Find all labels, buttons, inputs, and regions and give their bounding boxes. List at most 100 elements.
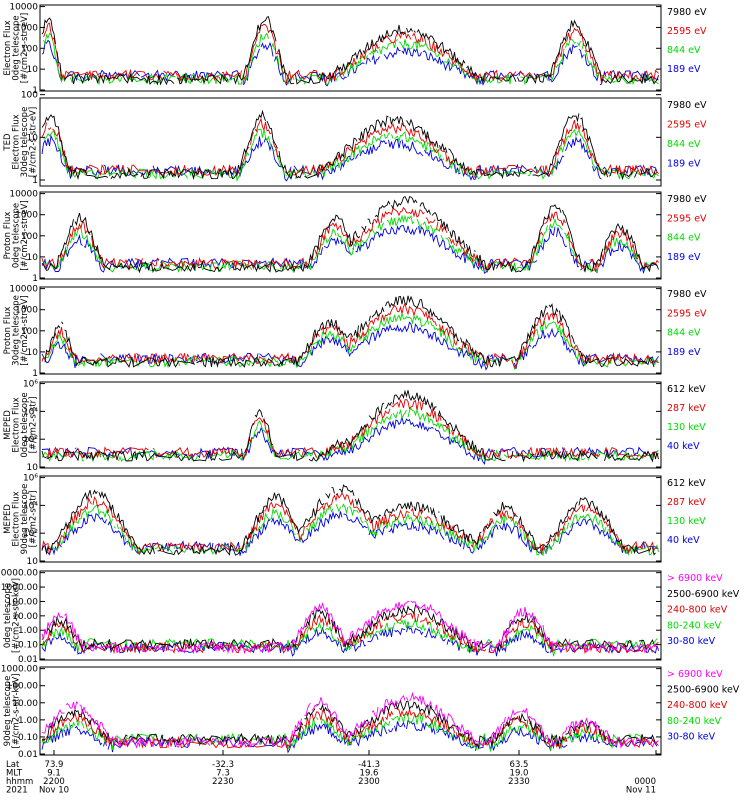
legend-entry: 2595 eV	[667, 120, 707, 131]
y-axis-label: 0deg telescope	[12, 15, 22, 80]
legend-entry: 189 eV	[667, 64, 701, 75]
footer-row-label: hhmm	[6, 777, 33, 787]
y-axis-label: [#/cm2-s-str-eV]	[29, 107, 39, 177]
y-tick-label: 1000	[15, 23, 38, 33]
y-axis-label: [#/cm2-s-str-eV]	[20, 295, 30, 365]
series-trace-blue	[41, 510, 659, 556]
legend-entry: 844 eV	[667, 139, 701, 150]
legend-entry: 189 eV	[667, 347, 701, 358]
y-tick-label: 10⁶	[23, 380, 38, 390]
y-tick-label: 10²	[23, 529, 38, 539]
y-tick-label: 10000	[9, 285, 38, 295]
footer-tick-value: 7.3	[216, 769, 230, 779]
legend-entry: 2500-6900 keV	[667, 685, 740, 696]
y-axis-label: TED	[3, 133, 13, 152]
legend-entry: 844 eV	[667, 233, 701, 244]
panel-frame	[39, 97, 662, 187]
y-axis-label: [#/cm2-s-str-eV]	[20, 13, 30, 83]
legend-entry: 287 keV	[667, 497, 706, 508]
series-trace-red	[43, 22, 659, 85]
y-tick-label: 10	[27, 65, 39, 75]
y-tick-label: 10²	[23, 435, 38, 445]
y-axis-label: 0deg telescope	[12, 203, 22, 268]
footer-row-label: 2021	[6, 786, 28, 796]
footer-tick-value: 19.6	[360, 769, 379, 779]
y-tick-label: 0.01	[18, 750, 38, 760]
y-tick-label: 1	[32, 86, 38, 96]
y-axis-label: Proton Flux	[3, 307, 13, 355]
y-tick-label: 1	[32, 176, 38, 186]
legend-entry: 7980 eV	[667, 100, 707, 111]
footer-row-label: MLT	[6, 769, 23, 779]
y-axis-label: 30deg telescope	[12, 295, 22, 366]
footer-tick-value: -41.3	[358, 760, 380, 770]
series-trace-magenta	[41, 600, 659, 655]
y-tick-label: 10	[27, 463, 39, 473]
y-axis-label: [#/cm2-s-str]	[29, 397, 39, 454]
y-axis-label: 90deg telescope	[20, 484, 30, 555]
y-tick-label: 10000	[9, 3, 38, 13]
footer-tick-value: Nov 10	[39, 786, 69, 796]
legend-entry: 80-240 keV	[667, 716, 722, 727]
series-trace-black	[41, 16, 659, 86]
y-tick-label: 1.00	[18, 716, 38, 726]
y-tick-label: 1000.00	[1, 665, 38, 675]
y-axis-label: MEPED	[3, 410, 13, 440]
footer-tick-value: 73.9	[45, 760, 64, 770]
y-axis-label: [#/cm2-s-str-eV]	[20, 200, 30, 270]
legend-entry: 240-800 keV	[667, 700, 728, 711]
footer-tick-value: 63.5	[510, 760, 529, 770]
y-tick-label: 1	[32, 274, 38, 284]
y-tick-label: 100	[21, 91, 38, 101]
panel-7: 0.01 0.10 1.00 10.00 100.00 1000.00 10000.00 0d…	[0, 569, 740, 665]
y-tick-label: 0.10	[18, 733, 38, 743]
legend-entry: 2595 eV	[667, 308, 707, 319]
footer-tick-value: 0000	[634, 777, 656, 787]
y-axis-label: Electron Flux	[12, 114, 22, 169]
series-trace-black	[41, 109, 656, 181]
legend-entry: 30-80 keV	[667, 636, 716, 647]
legend-entry: 612 keV	[667, 478, 706, 489]
y-tick-label: 1	[32, 369, 38, 379]
y-tick-label: 10⁶	[23, 474, 38, 484]
footer-tick-value: 2200	[43, 777, 65, 787]
y-tick-label: 1000	[15, 211, 38, 221]
panel-frame	[39, 666, 662, 756]
y-tick-label: 1000.00	[1, 583, 38, 593]
y-axis-label: Electron Flux	[3, 20, 13, 75]
y-tick-label: 10⁴	[23, 501, 38, 511]
panel-frame	[39, 381, 662, 469]
y-tick-label: 100	[21, 232, 38, 242]
y-tick-label: 10.00	[12, 699, 38, 709]
footer-tick-value: 2330	[508, 777, 530, 787]
y-tick-label: 100	[21, 327, 38, 337]
series-trace-magenta	[41, 691, 659, 749]
series-trace-black	[44, 295, 655, 368]
legend-entry: > 6900 keV	[667, 669, 723, 680]
legend-entry: 240-800 keV	[667, 605, 728, 616]
legend-entry: 40 keV	[667, 441, 700, 452]
legend-entry: 7980 eV	[667, 289, 707, 300]
y-tick-label: 1.00	[18, 626, 38, 636]
legend-entry: 130 keV	[667, 516, 706, 527]
series-trace-blue	[41, 225, 658, 275]
series-trace-red	[41, 302, 659, 368]
y-tick-label: 100.00	[7, 597, 39, 607]
footer-row-label: Lat	[6, 760, 20, 770]
y-tick-label: 10000	[9, 190, 38, 200]
legend-entry: 189 eV	[667, 252, 701, 263]
series-trace-black	[41, 389, 659, 463]
y-axis-label: Proton Flux	[3, 212, 13, 260]
legend-entry: 40 keV	[667, 535, 700, 546]
y-tick-label: 10	[27, 348, 39, 358]
y-axis-label: [#/cm2-s-str]	[29, 491, 39, 548]
legend-entry: 844 eV	[667, 328, 701, 339]
legend-entry: 80-240 keV	[667, 620, 722, 631]
footer-tick-value: 2230	[212, 777, 234, 787]
y-tick-label: 10000.00	[0, 569, 38, 579]
